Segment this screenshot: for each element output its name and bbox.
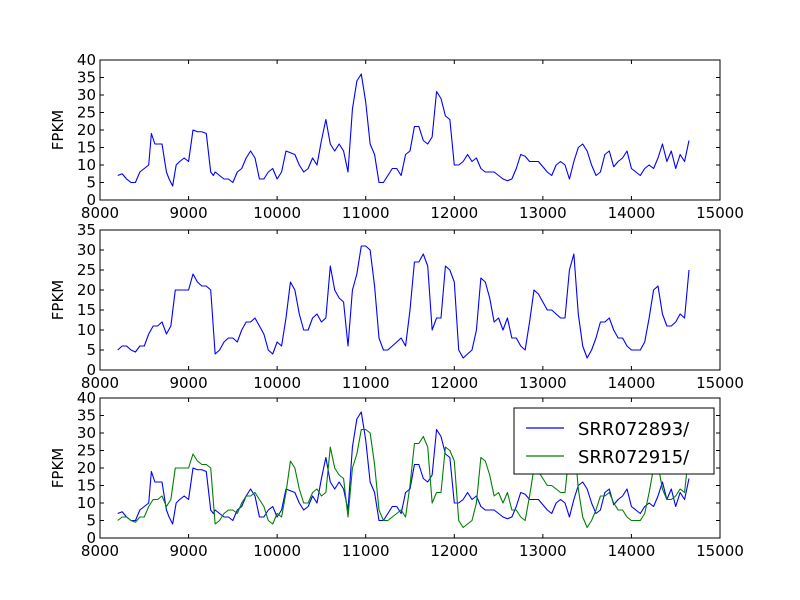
x-tick-label: 9000	[169, 374, 207, 392]
x-tick-label: 9000	[169, 542, 207, 560]
y-axis-label: FPKM	[49, 110, 67, 150]
legend-frame	[513, 407, 715, 475]
series-line-srr072893	[117, 411, 690, 525]
x-tick-label: 15000	[696, 374, 744, 392]
x-tick-label: 8000	[81, 374, 119, 392]
subplot-2: 8000 9000 10000 11000 12000 13000 14000 15000 0 5…	[49, 221, 744, 392]
x-tick-label: 12000	[430, 374, 478, 392]
y-tick-label: 25	[77, 261, 96, 279]
x-tick-label: 8000	[81, 542, 119, 560]
axes-frame	[99, 229, 721, 371]
x-tick-label: 13000	[519, 542, 567, 560]
x-tick-label: 10000	[253, 542, 301, 560]
x-tick-label: 13000	[519, 204, 567, 222]
x-tick-label: 12000	[430, 204, 478, 222]
y-tick-label: 5	[86, 174, 96, 192]
x-tick-label: 10000	[253, 204, 301, 222]
x-tick-label: 14000	[608, 542, 656, 560]
legend: SRR072893/SRR072915/	[513, 407, 715, 475]
y-tick-label: 30	[77, 424, 96, 442]
y-tick-label: 35	[77, 407, 96, 425]
x-tick-label: 12000	[430, 542, 478, 560]
y-tick-label: 0	[86, 529, 96, 547]
x-tick-label: 11000	[342, 374, 390, 392]
legend-label: SRR072893/	[578, 419, 690, 440]
x-tick-label: 11000	[342, 542, 390, 560]
x-tick-label: 15000	[696, 542, 744, 560]
y-tick-label: 5	[86, 512, 96, 530]
y-tick-label: 20	[77, 459, 96, 477]
subplot-1: 8000 9000 10000 11000 12000 13000 14000 15000 05…	[49, 51, 744, 222]
panels: 8000 9000 10000 11000 12000 13000 14000 1500005…	[49, 51, 744, 560]
y-tick-label: 10	[77, 494, 96, 512]
y-tick-label: 10	[77, 321, 96, 339]
y-tick-label: 35	[77, 69, 96, 87]
y-tick-label: 15	[77, 477, 96, 495]
series-line-1-1	[117, 73, 690, 187]
x-tick-label: 8000	[81, 204, 119, 222]
y-tick-label: 20	[77, 281, 96, 299]
y-tick-label: 25	[77, 104, 96, 122]
y-tick-label: 0	[86, 191, 96, 209]
y-tick-label: 15	[77, 301, 96, 319]
y-tick-label: 30	[77, 86, 96, 104]
x-tick-label: 13000	[519, 374, 567, 392]
x-tick-label: 14000	[608, 374, 656, 392]
y-axis-label: FPKM	[49, 280, 67, 320]
series-line-srr072915	[117, 428, 690, 529]
x-tick-label: 10000	[253, 374, 301, 392]
x-tick-label: 15000	[696, 204, 744, 222]
y-tick-label: 5	[86, 341, 96, 359]
y-tick-label: 15	[77, 139, 96, 157]
y-tick-label: 25	[77, 442, 96, 460]
x-tick-label: 11000	[342, 204, 390, 222]
y-tick-label: 30	[77, 241, 96, 259]
x-tick-label: 14000	[608, 204, 656, 222]
legend-label: SRR072915/	[578, 447, 690, 468]
series-line-2-1	[117, 245, 690, 359]
subplot-3: 8000 9000 10000 11000 12000 13000 14000 15000 05…	[49, 389, 744, 560]
y-axis-label: FPKM	[49, 448, 67, 488]
y-tick-label: 40	[77, 51, 96, 69]
y-tick-label: 35	[77, 221, 96, 239]
y-tick-label: 10	[77, 156, 96, 174]
y-tick-label: 20	[77, 121, 96, 139]
x-tick-label: 9000	[169, 204, 207, 222]
y-tick-label: 0	[86, 361, 96, 379]
y-tick-label: 40	[77, 389, 96, 407]
